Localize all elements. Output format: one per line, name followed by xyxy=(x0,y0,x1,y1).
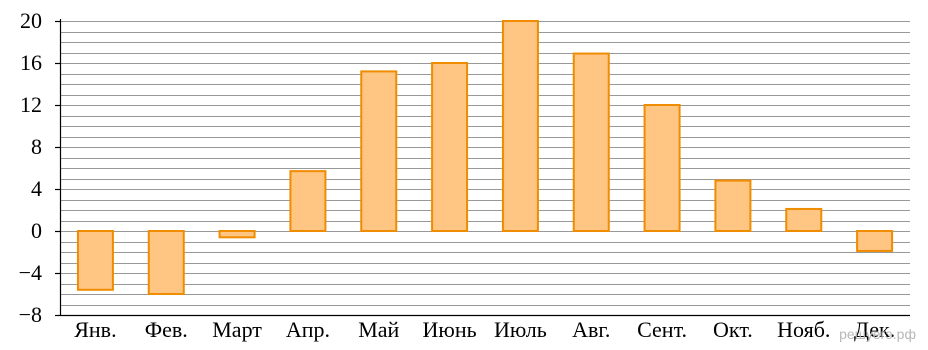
x-tick-label: Нояб. xyxy=(777,317,830,342)
x-tick-label: Фев. xyxy=(145,317,188,342)
watermark-text: решуегэ.рф xyxy=(839,326,916,342)
bar xyxy=(501,20,539,232)
bar xyxy=(714,179,752,233)
bar xyxy=(289,170,327,232)
axes xyxy=(55,19,910,317)
x-tick-label: Март xyxy=(212,317,262,342)
bar xyxy=(856,230,894,252)
x-tick-label: Июль xyxy=(494,317,547,342)
x-tick-labels: Янв. Фев. Март Апр. Май Июнь Июль Авг. Сент. Окт.… xyxy=(74,317,895,342)
bar xyxy=(218,230,256,239)
x-tick-label: Апр. xyxy=(286,317,330,342)
grid-lines xyxy=(60,21,910,306)
y-tick-label: 8 xyxy=(31,134,42,159)
x-tick-label: Окт. xyxy=(713,317,753,342)
bar xyxy=(360,70,398,233)
bar xyxy=(643,104,681,232)
bars xyxy=(76,20,894,295)
x-tick-label: Авг. xyxy=(572,317,610,342)
y-tick-label: 12 xyxy=(20,92,42,117)
y-tick-label: 20 xyxy=(20,8,42,33)
bar xyxy=(431,62,469,232)
bar xyxy=(785,207,823,232)
bar xyxy=(147,230,185,295)
bar xyxy=(572,52,610,232)
bar xyxy=(76,230,114,291)
y-tick-label: 16 xyxy=(20,50,42,75)
y-tick-label: 4 xyxy=(31,176,42,201)
x-tick-label: Июнь xyxy=(423,317,477,342)
x-tick-label: Дек. xyxy=(854,317,895,342)
x-tick-label: Янв. xyxy=(74,317,116,342)
y-tick-label: 0 xyxy=(31,218,42,243)
x-tick-label: Сент. xyxy=(637,317,687,342)
x-tick-label: Май xyxy=(358,317,399,342)
y-tick-labels: −8 −4 0 4 8 12 16 20 xyxy=(19,8,42,327)
y-tick-label: −8 xyxy=(19,302,42,327)
y-tick-label: −4 xyxy=(19,260,42,285)
